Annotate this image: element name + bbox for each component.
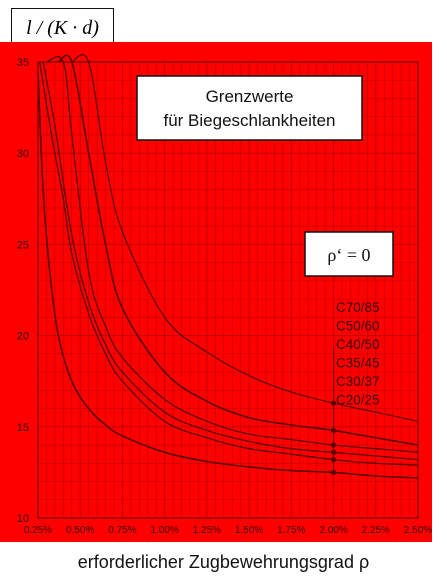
y-tick-label: 20 xyxy=(17,331,29,343)
annotation-text: ρ‘ = 0 xyxy=(327,245,370,265)
x-tick-label: 0.25% xyxy=(24,525,52,536)
chart-title: Grenzwerte xyxy=(206,87,294,106)
series-label: C35/45 xyxy=(336,356,380,371)
y-tick-label: 35 xyxy=(17,57,29,69)
marker-dot xyxy=(330,449,337,455)
series-label: C40/50 xyxy=(336,337,380,352)
series-label: C50/60 xyxy=(336,319,380,334)
chart-subtitle: für Biegeschlankheiten xyxy=(163,111,335,130)
y-tick-label: 30 xyxy=(17,148,29,160)
plot-border xyxy=(37,61,419,519)
x-tick-label: 2.00% xyxy=(319,525,347,536)
series-label: C30/37 xyxy=(336,374,380,389)
x-tick-label: 2.50% xyxy=(404,525,432,536)
x-tick-label: 1.50% xyxy=(235,525,263,536)
x-tick-label: 1.00% xyxy=(150,525,178,536)
y-tick-label: 10 xyxy=(17,513,29,525)
series-label: C20/25 xyxy=(336,393,380,408)
y-tick-label: 25 xyxy=(17,239,29,251)
series-line-c20-25 xyxy=(37,71,419,479)
marker-dot xyxy=(330,427,337,434)
x-axis-label: erforderlicher Zugbewehrungsgrad ρ xyxy=(77,552,370,572)
x-tick-label: 0.50% xyxy=(66,525,94,536)
y-axis-label: l / (K · d) xyxy=(11,8,114,48)
y-tick-label: 15 xyxy=(17,422,29,434)
series-line-c70-85 xyxy=(71,54,419,422)
marker-dot xyxy=(330,400,337,406)
x-tick-label: 1.25% xyxy=(193,525,221,536)
marker-dot xyxy=(330,457,337,463)
x-tick-label: 0.75% xyxy=(108,525,136,536)
series-line-c30-37 xyxy=(39,61,419,466)
x-tick-label: 2.25% xyxy=(362,525,390,536)
marker-dot xyxy=(330,442,337,448)
marker-dot xyxy=(330,469,337,475)
series-label: C70/85 xyxy=(336,300,380,315)
x-tick-label: 1.75% xyxy=(277,525,305,536)
annotation-box xyxy=(304,231,394,277)
title-box xyxy=(136,75,363,141)
